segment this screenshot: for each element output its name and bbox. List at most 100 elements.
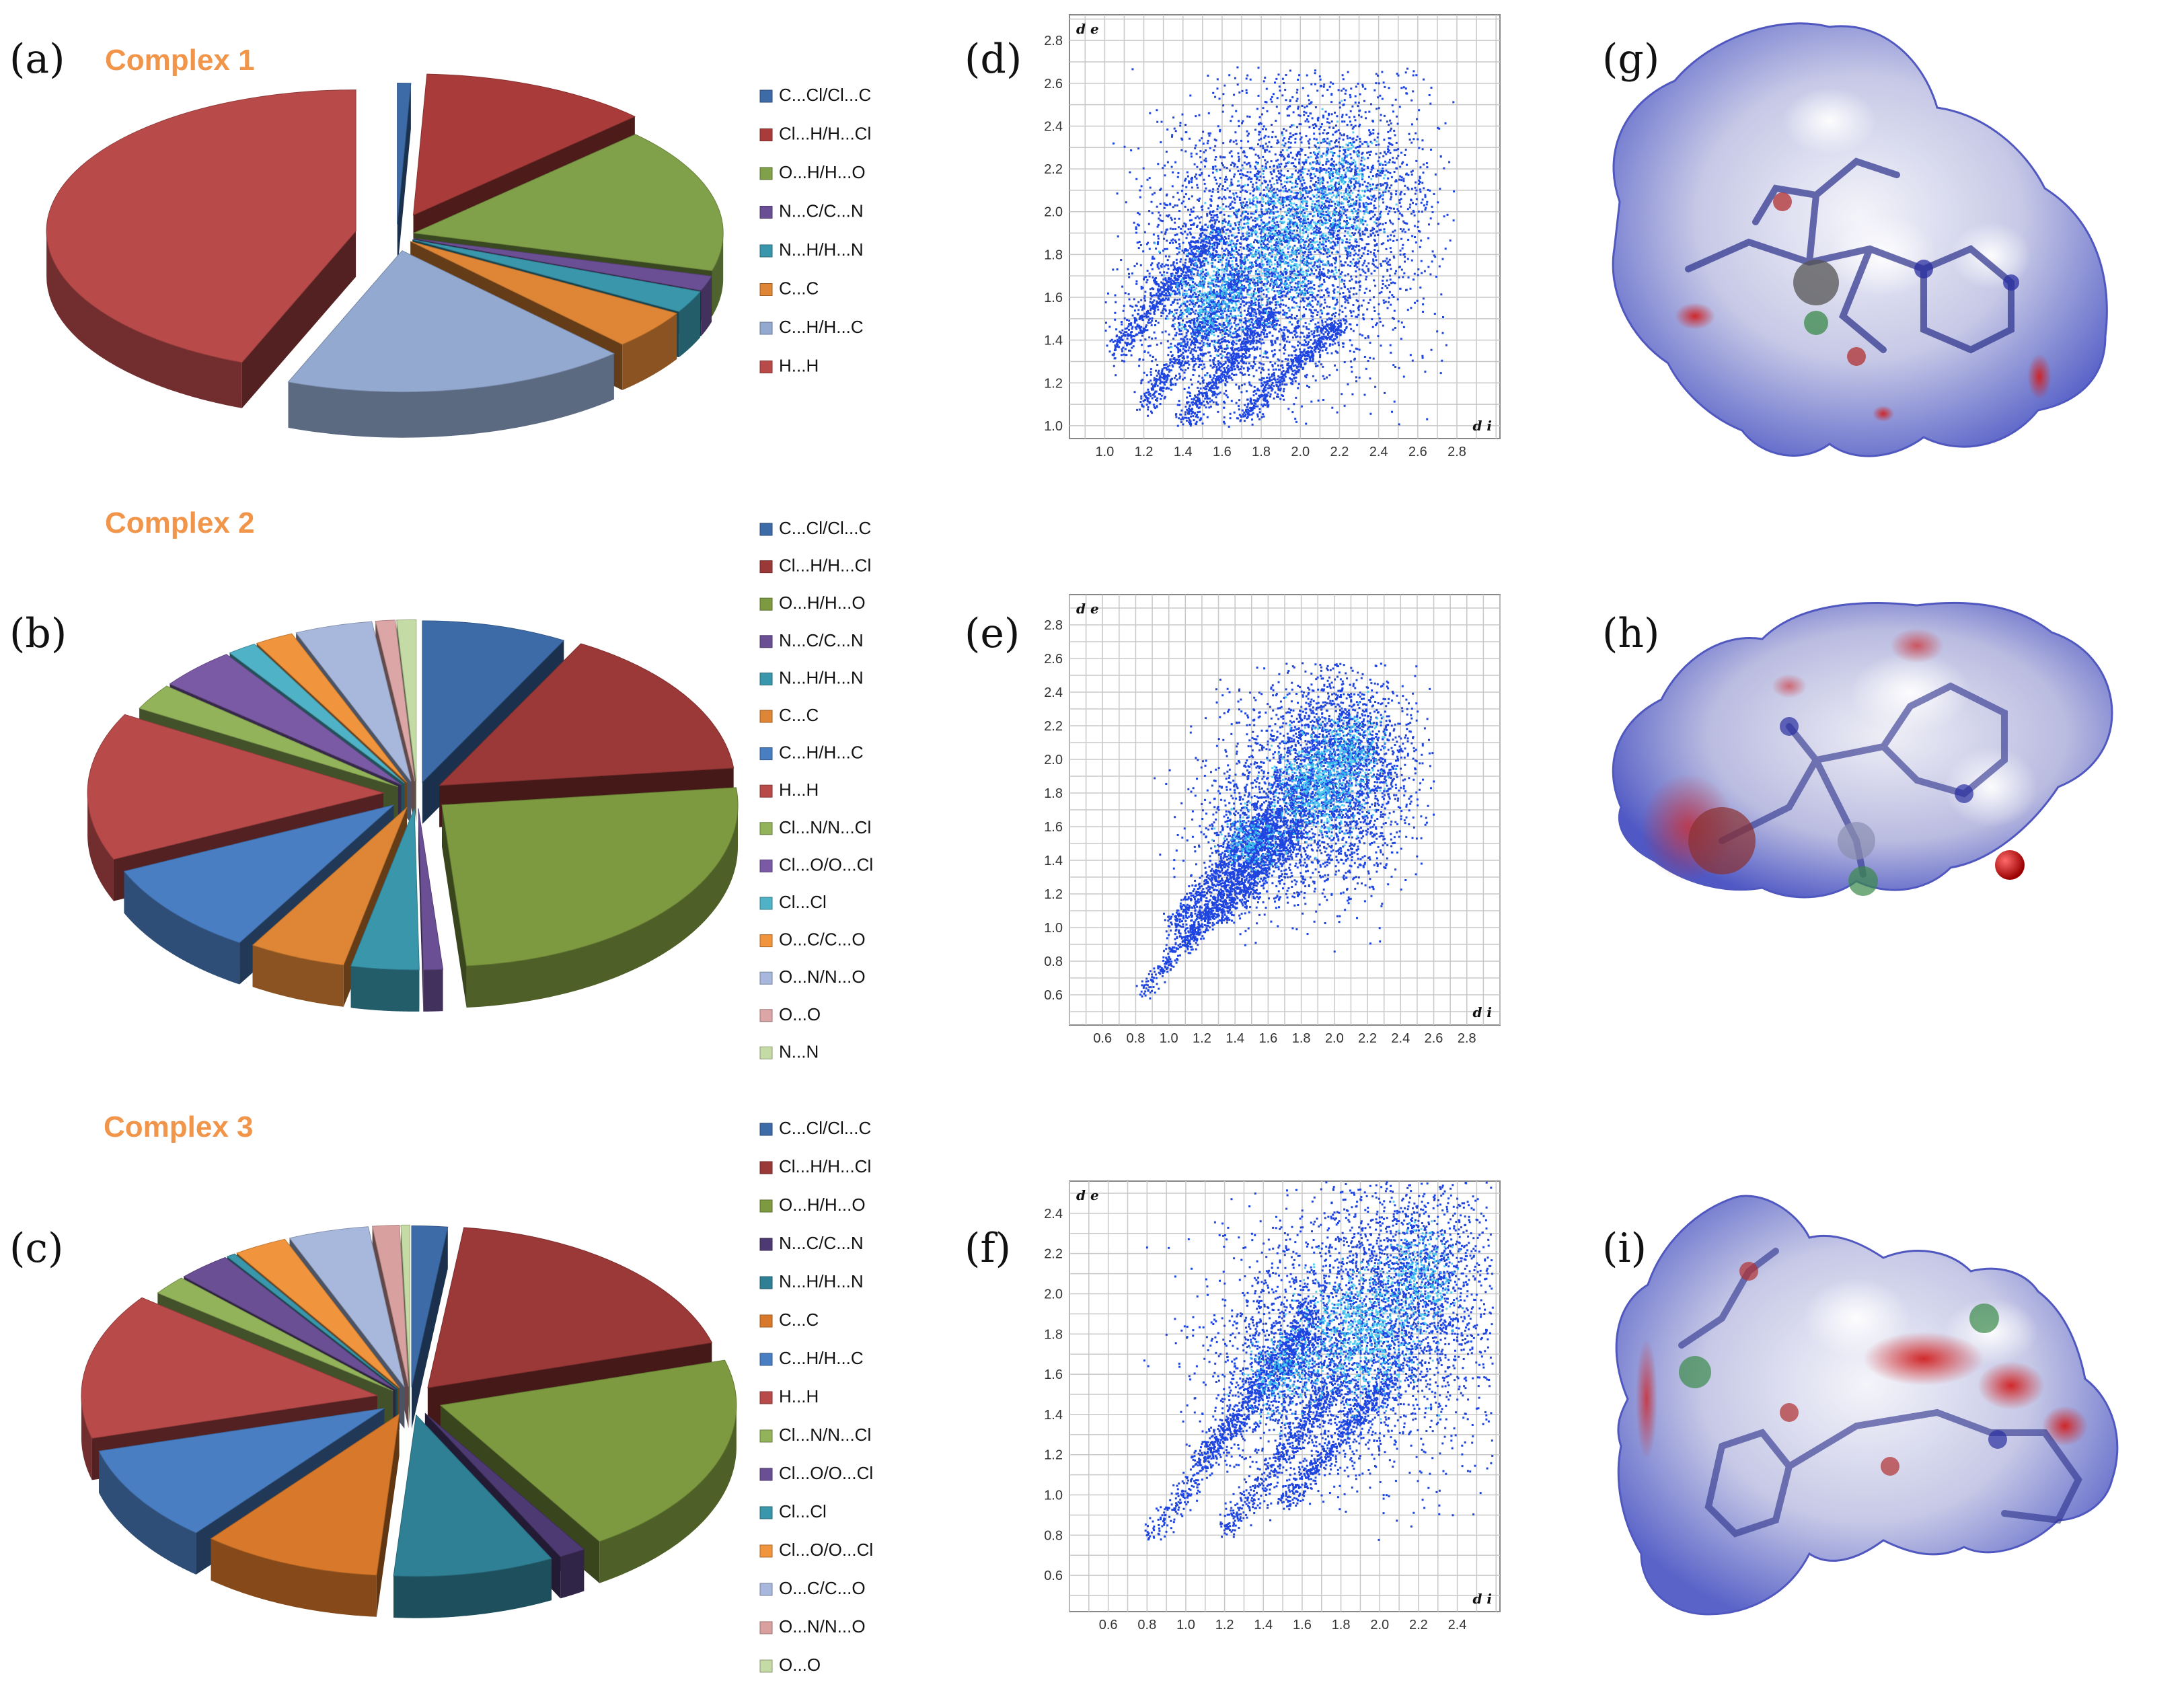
legend-swatch [759,934,773,948]
pie-slice [46,89,356,408]
legend-label: H...H [779,356,819,376]
legend-swatch [759,1353,773,1366]
y-tick-label: 2.2 [1044,1247,1063,1262]
y-tick-label: 0.6 [1044,1569,1063,1583]
y-tick-label: 1.8 [1044,1327,1063,1342]
x-tick-label: 1.0 [1176,1618,1195,1632]
x-tick-label: 2.6 [1425,1031,1443,1046]
legend-item: C...Cl/Cl...C [759,1118,871,1138]
surface-red-spot [2027,354,2051,400]
y-tick-label: 2.0 [1044,205,1063,220]
y-tick-label: 2.4 [1044,119,1063,134]
molecule-atoms [1688,717,1973,896]
surface-red-spot [2042,1406,2088,1446]
surface-white-patch [1951,222,2031,289]
legend-item: Cl...Cl [759,892,827,912]
legend-item: O...N/N...O [759,1616,866,1636]
legend-label: N...H/H...N [779,667,864,687]
legend-label: Cl...H/H...Cl [779,556,871,576]
complex-3-title: Complex 3 [104,1110,254,1143]
surface-white-patch [1850,652,1971,733]
panel-label-d: (d) [965,36,1022,83]
legend-label: O...H/H...O [779,593,866,613]
legend-swatch [759,747,773,761]
x-tick-label: 1.4 [1226,1031,1244,1046]
legend-label: C...Cl/Cl...C [779,1118,871,1138]
legend-item: Cl...O/O...Cl [759,1540,873,1560]
legend-swatch [759,1123,773,1136]
x-tick-label: 2.4 [1448,1618,1467,1632]
pie-slice [350,808,420,1012]
legend-label: O...C/C...O [779,1578,866,1598]
legend-label: O...O [779,1004,821,1024]
panel-label-i: (i) [1602,1225,1647,1272]
legend-swatch [759,1621,773,1634]
legend-label: C...Cl/Cl...C [779,85,871,105]
legend-label: C...H/H...C [779,317,864,337]
molecule-skeleton [1685,157,2014,354]
y-tick-label: 2.6 [1044,77,1063,91]
y-tick-label: 1.2 [1044,1448,1063,1463]
legend-swatch [759,1583,773,1596]
legend-label: N...H/H...N [779,1271,864,1291]
complex-1-title: Complex 1 [105,44,255,77]
legend-label: C...Cl/Cl...C [779,518,871,538]
y-tick-label: 1.4 [1044,854,1063,868]
fingerprint-plot-f: 0.6 0.8 1.0 1.2 1.4 1.6 1.8 2.0 2.2 2.4 0.6 0.8 1.0 1… [1044,1180,1501,1632]
x-tick-label: 2.4 [1391,1031,1410,1046]
y-tick-label: 1.0 [1044,921,1063,936]
legend-label: Cl...O/O...Cl [779,1463,873,1483]
legend-item: Cl...H/H...Cl [759,556,871,576]
y-tick-label: 0.8 [1044,954,1063,969]
x-tick-label: 1.8 [1252,445,1271,459]
legend-swatch [759,1544,773,1558]
legend-item: O...H/H...O [759,1195,866,1215]
legend-swatch [759,971,773,985]
surface-white-patch [1782,87,1877,155]
pie-slice [441,787,739,1008]
x-tick-label: 1.4 [1254,1618,1273,1632]
legend-swatch [759,822,773,835]
y-tick-label: 2.6 [1044,652,1063,667]
y-axis-label: d e [1076,601,1099,617]
hirshfeld-surface-h [1612,601,2113,899]
fingerprint-plot-d: 1.0 1.2 1.4 1.6 1.8 2.0 2.2 2.4 2.6 2.8 1.0 1.2 1.4 1… [1044,14,1501,459]
hirshfeld-surface-g [1612,22,2108,457]
surface-red-spot [1675,303,1715,330]
legend-label: C...C [779,705,819,725]
legend-label: C...C [779,1310,819,1330]
legend-item: C...C [759,278,819,299]
legend-swatch [759,672,773,685]
x-tick-label: 1.2 [1215,1618,1234,1632]
x-axis-label: d i [1472,418,1492,434]
complex-1-pie-chart [46,73,724,438]
legend-label: C...H/H...C [779,1348,864,1368]
x-tick-label: 1.2 [1135,445,1154,459]
legend-label: Cl...N/N...Cl [779,817,871,837]
x-axis-label: d i [1472,1591,1492,1607]
legend-label: Cl...Cl [779,1501,827,1521]
pie-slice [411,1225,449,1429]
surface-red-spot [1873,406,1894,422]
x-tick-label: 1.6 [1293,1618,1312,1632]
surface-red-spot [1890,628,1944,663]
legend-label: O...N/N...O [779,1616,866,1636]
legend-item: C...C [759,705,819,725]
legend-label: N...N [779,1041,819,1061]
legend-item: C...Cl/Cl...C [759,85,871,105]
x-tick-label: 0.8 [1127,1031,1145,1046]
legend-item: N...H/H...N [759,667,864,687]
scatter-points [1135,662,1435,1000]
legend-item: H...H [759,1386,819,1406]
legend-item: Cl...O/O...Cl [759,854,873,874]
pie-slice [393,1414,552,1618]
y-tick-label: 1.8 [1044,248,1063,262]
red-ball-marker [1995,850,2025,880]
legend-item: Cl...H/H...Cl [759,124,871,144]
legend-swatch [759,560,773,574]
y-axis-label: d e [1076,1187,1099,1203]
x-tick-label: 1.0 [1095,445,1114,459]
y-tick-label: 2.0 [1044,753,1063,767]
legend-label: O...H/H...O [779,162,866,182]
legend-item: C...H/H...C [759,1348,864,1368]
